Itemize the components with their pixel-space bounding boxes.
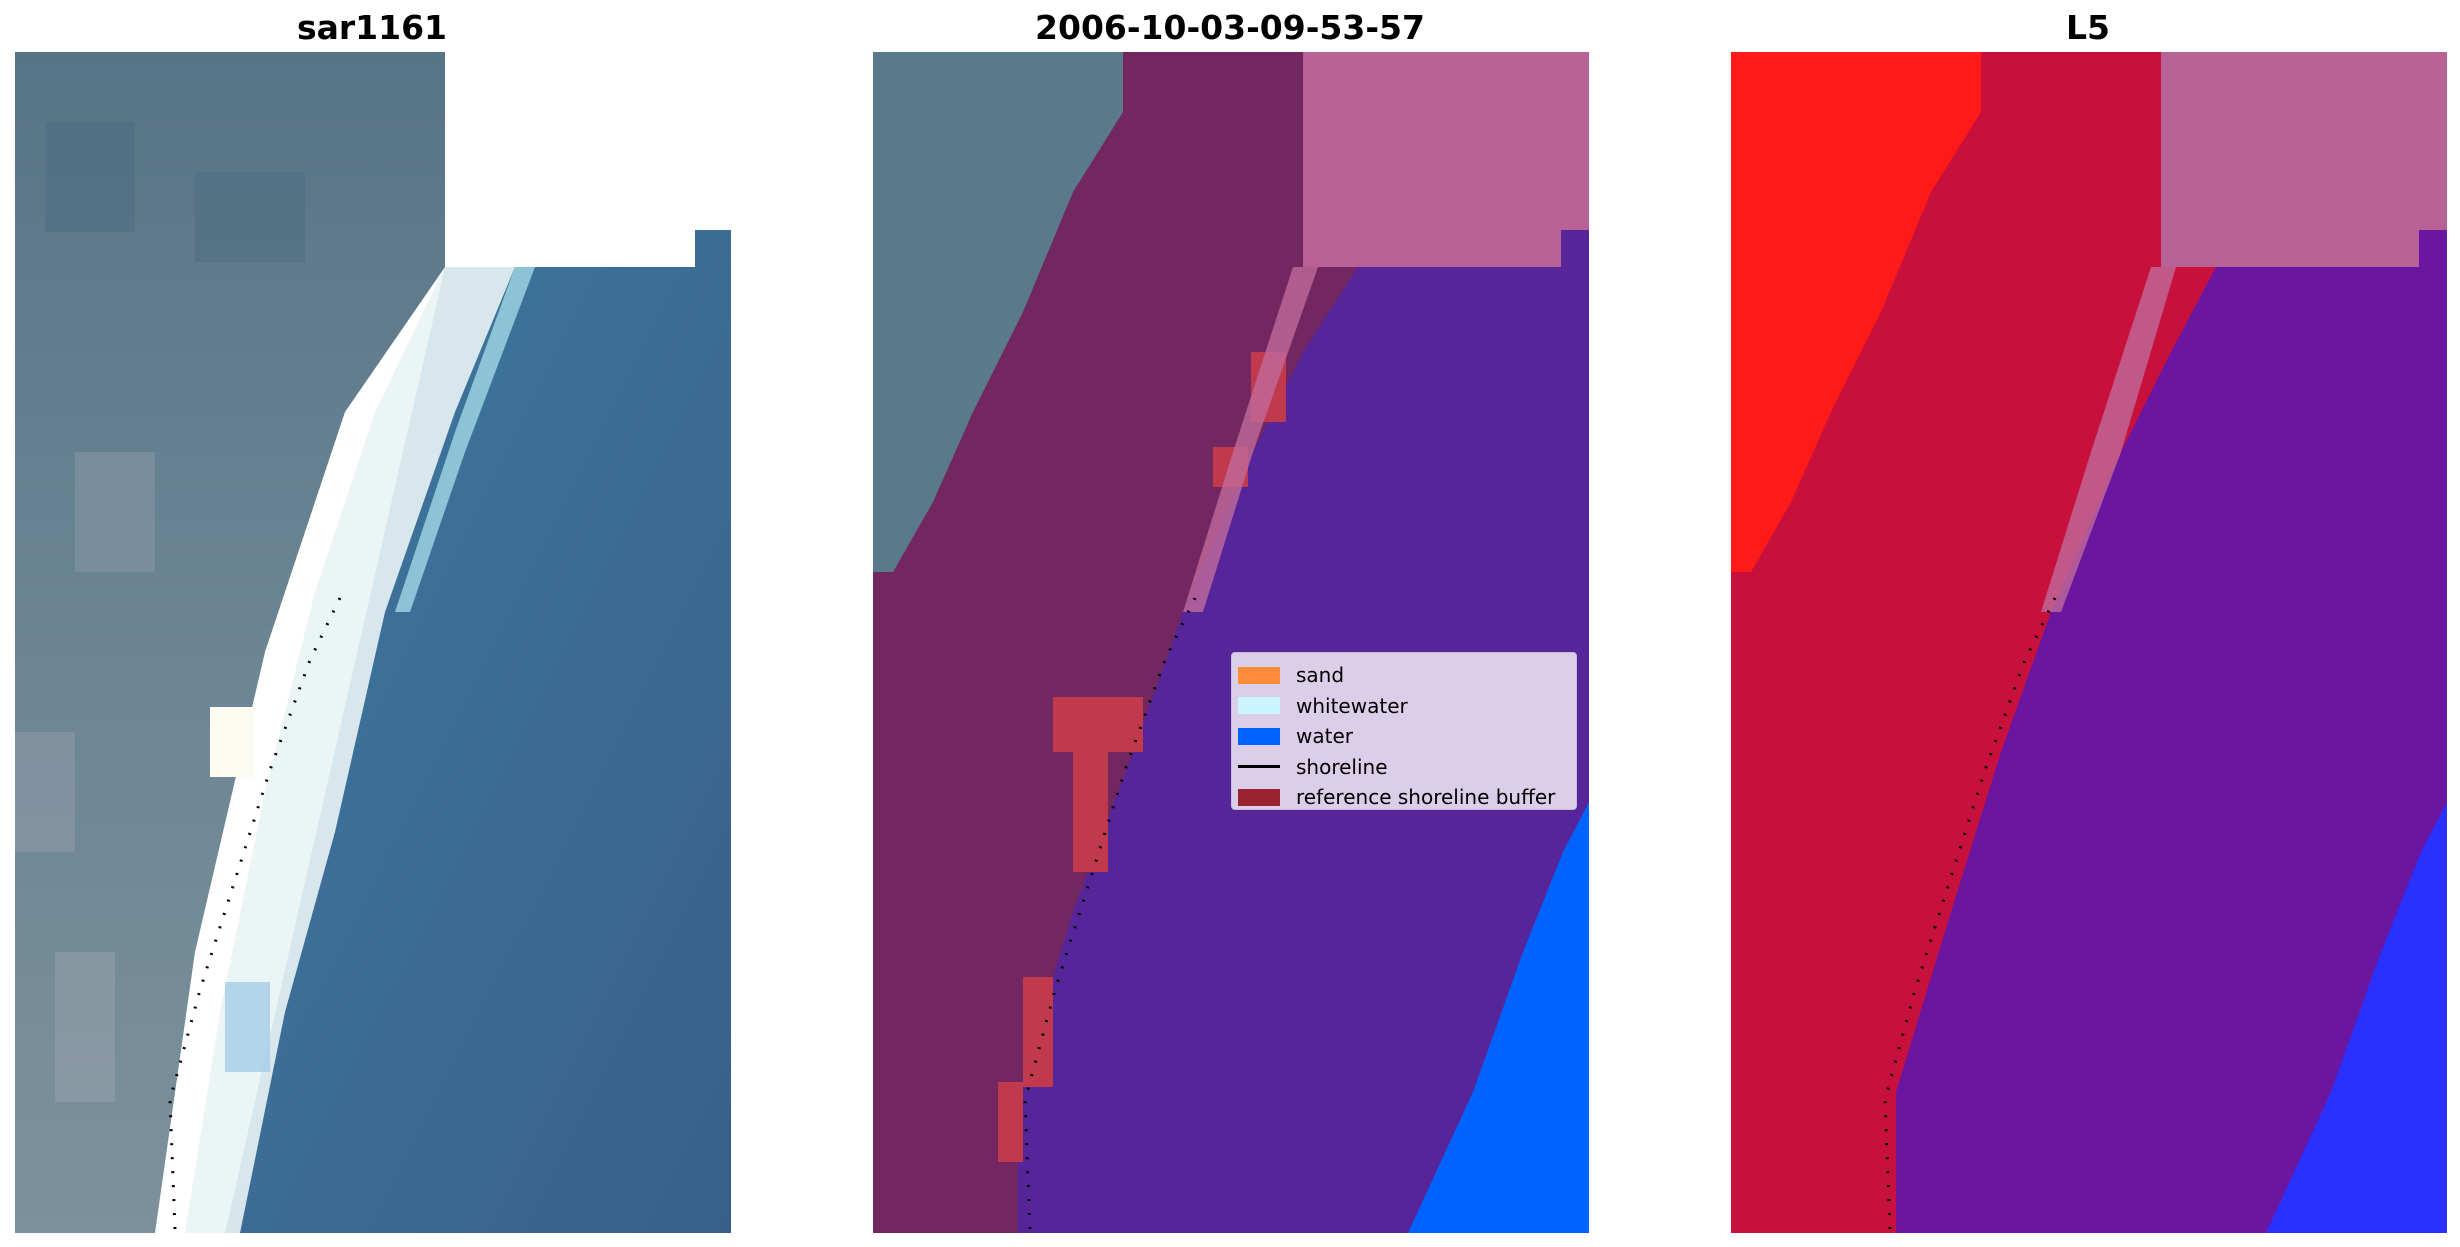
legend-label-shoreline: shoreline bbox=[1296, 754, 1388, 779]
legend: sand whitewater water shoreline referenc… bbox=[1231, 652, 1577, 810]
legend-label-water: water bbox=[1296, 724, 1353, 749]
water-swatch bbox=[1238, 727, 1280, 745]
panel-title-classified: 2006-10-03-09-53-57 bbox=[1035, 8, 1425, 47]
classified-image bbox=[873, 52, 1589, 1233]
l5-image-panel bbox=[1731, 52, 2447, 1233]
legend-item-water: water bbox=[1238, 721, 1570, 752]
panel-title-l5: L5 bbox=[2066, 8, 2110, 47]
rgb-image bbox=[15, 52, 731, 1233]
whitewater-swatch bbox=[1238, 697, 1280, 715]
legend-item-sand: sand bbox=[1238, 660, 1570, 691]
legend-label-sand: sand bbox=[1296, 663, 1345, 688]
sand-swatch bbox=[1238, 666, 1280, 684]
legend-label-buffer: reference shoreline buffer bbox=[1296, 785, 1556, 810]
shoreline-swatch bbox=[1238, 765, 1280, 769]
legend-label-whitewater: whitewater bbox=[1296, 693, 1408, 718]
l5-image bbox=[1731, 52, 2447, 1233]
classified-image-panel bbox=[873, 52, 1589, 1233]
buffer-swatch bbox=[1238, 788, 1280, 806]
legend-item-whitewater: whitewater bbox=[1238, 691, 1570, 722]
legend-item-shoreline: shoreline bbox=[1238, 752, 1570, 783]
panel-title-rgb: sar1161 bbox=[296, 8, 448, 47]
rgb-image-panel bbox=[15, 52, 731, 1233]
legend-item-buffer: reference shoreline buffer bbox=[1238, 782, 1570, 813]
